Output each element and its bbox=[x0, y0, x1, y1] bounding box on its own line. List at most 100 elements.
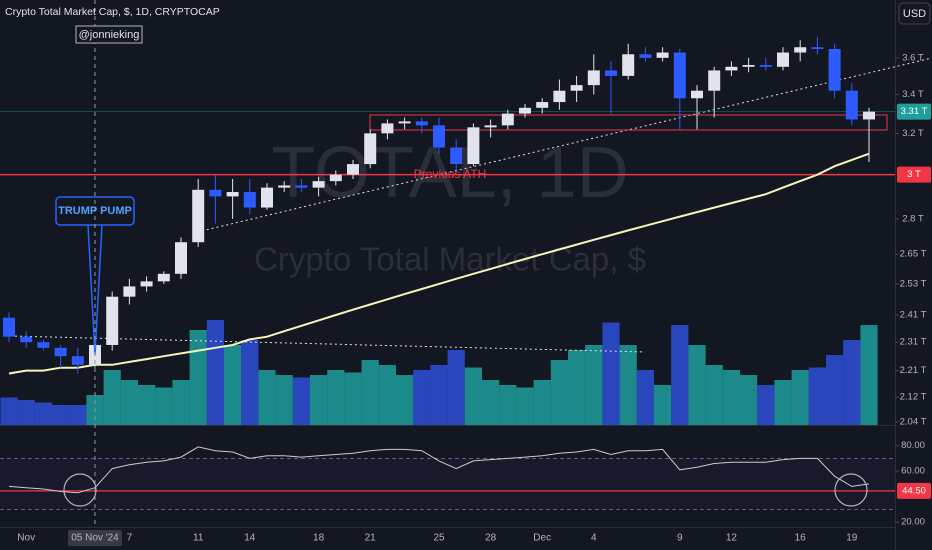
volume-bar bbox=[533, 380, 551, 425]
x-tick-label: 16 bbox=[795, 533, 807, 544]
candle-body bbox=[295, 185, 308, 188]
candle-body bbox=[71, 356, 84, 365]
currency[interactable]: USD bbox=[903, 8, 926, 20]
highlight-circle bbox=[63, 473, 97, 507]
resistance-zone bbox=[369, 114, 888, 131]
candle-body bbox=[209, 189, 222, 197]
y-tick-label: 2.12 T bbox=[900, 392, 927, 403]
volume-bar bbox=[860, 325, 878, 425]
volume-bar bbox=[464, 367, 482, 425]
candle-body bbox=[192, 189, 205, 243]
volume-bar bbox=[241, 340, 259, 425]
volume-bar bbox=[172, 380, 190, 425]
x-tick-label: 21 bbox=[365, 533, 377, 544]
volume-bar bbox=[740, 375, 758, 425]
volume-bar bbox=[550, 360, 568, 425]
volume-bar bbox=[826, 355, 844, 425]
candle-body bbox=[587, 70, 600, 86]
candle-body bbox=[243, 192, 256, 208]
rsi-level-badge bbox=[897, 482, 931, 499]
volume-bar bbox=[413, 370, 431, 425]
candle-body bbox=[742, 64, 755, 67]
volume-bar bbox=[602, 322, 620, 425]
volume-bar bbox=[843, 340, 861, 425]
watermark-title: TOTAL, 1D bbox=[271, 133, 628, 213]
volume-bar bbox=[138, 385, 156, 425]
candle-body bbox=[536, 102, 549, 108]
author-box bbox=[75, 25, 143, 44]
candle-body bbox=[656, 52, 669, 58]
volume-bar bbox=[310, 375, 328, 425]
trendline bbox=[196, 57, 932, 233]
volume-bar bbox=[17, 400, 35, 425]
x-tick-label: 9 bbox=[677, 533, 683, 544]
y-tick-label: 2.8 T bbox=[902, 213, 924, 224]
volume-bar bbox=[774, 380, 792, 425]
volume-bar bbox=[757, 385, 775, 425]
candle-body bbox=[811, 47, 824, 49]
candle-body bbox=[605, 70, 617, 76]
y-tick-label: 3.6 T bbox=[902, 52, 924, 63]
y-tick-label: 2.21 T bbox=[900, 365, 927, 376]
currency-button[interactable] bbox=[898, 2, 931, 25]
volume-bar bbox=[327, 370, 345, 425]
author: @jonnieking bbox=[79, 29, 140, 41]
candle-body bbox=[794, 47, 807, 53]
volume-bar bbox=[275, 375, 293, 425]
candle-body bbox=[863, 111, 875, 120]
watermark: TOTAL, 1D Crypto Total Market Cap, $ bbox=[254, 133, 646, 278]
chart-title: Crypto Total Market Cap, $, 1D, CRYPTOCA… bbox=[5, 6, 220, 18]
x-tick-label: Nov bbox=[17, 533, 35, 544]
y-tick-label: 2.53 T bbox=[900, 278, 927, 289]
volume-bar bbox=[482, 380, 500, 425]
candle-body bbox=[398, 121, 411, 124]
x-tick-label: 18 bbox=[313, 533, 325, 544]
candle-body bbox=[175, 242, 187, 274]
y-tick-label: 2.41 T bbox=[900, 310, 927, 321]
volume-bar bbox=[206, 320, 224, 425]
x-tick-label: 12 bbox=[726, 533, 738, 544]
candle-body bbox=[622, 54, 635, 76]
volume-bar bbox=[69, 405, 87, 425]
candle-body bbox=[364, 133, 377, 165]
volume-bar bbox=[619, 345, 637, 425]
rsi-level-label: 44.50 bbox=[902, 485, 926, 496]
level-name: Previous ATH bbox=[414, 167, 486, 181]
candle-body bbox=[3, 317, 15, 337]
x-tick-label: 4 bbox=[591, 533, 597, 544]
candle-body bbox=[467, 127, 480, 165]
x-tick-label: 7 bbox=[127, 533, 133, 544]
candle-body bbox=[415, 121, 428, 126]
last-price-label: 3.31 T bbox=[901, 106, 928, 117]
volume-bar bbox=[103, 370, 121, 425]
candle-body bbox=[140, 281, 153, 287]
candle-body bbox=[828, 48, 841, 91]
y-tick-label: 2.65 T bbox=[900, 249, 927, 260]
candle-body bbox=[37, 342, 50, 348]
watermark-subtitle: Crypto Total Market Cap, $ bbox=[254, 241, 646, 278]
crosshair-date-badge bbox=[68, 530, 122, 546]
volume-bar bbox=[344, 372, 362, 425]
highlight-circle bbox=[834, 473, 868, 507]
candle-body bbox=[54, 347, 67, 357]
candle-body bbox=[639, 54, 652, 58]
volume-bar bbox=[671, 325, 689, 425]
volume-bar bbox=[516, 387, 534, 425]
candle-body bbox=[450, 147, 463, 165]
volume-bar bbox=[258, 370, 276, 425]
candle-body bbox=[725, 66, 738, 71]
level-badge bbox=[897, 166, 931, 183]
volume-bar bbox=[499, 385, 517, 425]
candle-body bbox=[278, 185, 291, 188]
volume-bar bbox=[155, 387, 173, 425]
x-tick-label: Dec bbox=[533, 533, 551, 544]
candle-body bbox=[329, 174, 342, 182]
rsi-layer bbox=[0, 446, 895, 510]
candle-body bbox=[123, 286, 136, 297]
candle-body bbox=[673, 52, 686, 99]
volume-bar bbox=[722, 370, 740, 425]
price-layer bbox=[3, 36, 875, 375]
candle-body bbox=[845, 90, 858, 120]
axes: 2.04 T 2.12 T 2.21 T 2.31 T 2.41 T 2.53 T 2.65… bbox=[17, 52, 931, 546]
rsi-band-fill bbox=[0, 458, 895, 510]
